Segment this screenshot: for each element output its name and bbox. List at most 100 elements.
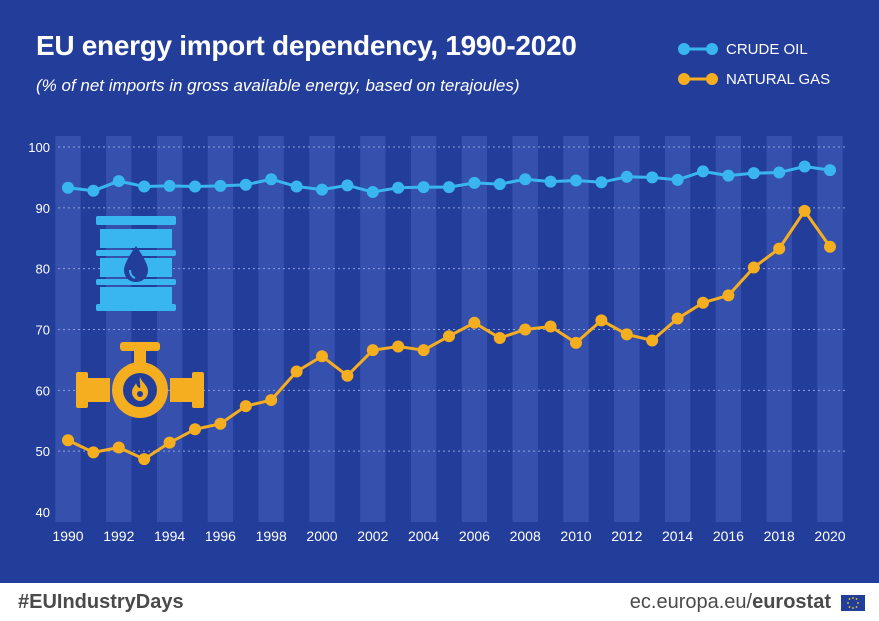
data-point-natural-gas <box>62 434 74 447</box>
data-point-natural-gas <box>519 323 532 336</box>
x-tick-label: 1998 <box>256 528 287 544</box>
legend-item-crude-oil: CRUDE OIL <box>678 34 830 64</box>
y-tick-label: 100 <box>28 140 50 155</box>
data-point-natural-gas <box>417 344 430 357</box>
data-point-natural-gas <box>671 312 684 325</box>
data-point-crude-oil <box>214 179 227 192</box>
data-point-crude-oil <box>544 175 557 188</box>
data-point-crude-oil <box>443 181 455 194</box>
data-point-natural-gas <box>722 289 735 302</box>
chart-title: EU energy import dependency, 1990-2020 <box>36 30 577 61</box>
x-tick-label: 1996 <box>205 528 236 544</box>
year-bands <box>55 136 843 522</box>
data-point-natural-gas <box>138 453 151 466</box>
data-point-natural-gas <box>265 394 278 407</box>
legend: CRUDE OIL NATURAL GAS <box>678 34 830 94</box>
data-point-crude-oil <box>595 176 608 189</box>
legend-marker-crude-oil <box>678 43 718 55</box>
data-point-crude-oil <box>392 181 405 194</box>
data-point-natural-gas <box>697 296 709 309</box>
data-point-crude-oil <box>747 167 760 180</box>
data-point-crude-oil <box>493 178 506 191</box>
data-point-crude-oil <box>341 179 354 192</box>
data-point-natural-gas <box>163 436 176 449</box>
data-point-crude-oil <box>138 180 151 193</box>
y-tick-label: 50 <box>36 444 50 459</box>
data-point-natural-gas <box>646 334 659 347</box>
data-point-natural-gas <box>443 330 455 343</box>
data-point-natural-gas <box>290 365 303 378</box>
x-tick-label: 2016 <box>713 528 744 544</box>
data-point-crude-oil <box>722 169 735 182</box>
data-point-natural-gas <box>468 316 481 329</box>
y-tick-label: 40 <box>36 505 50 520</box>
hashtag: #EUIndustryDays <box>18 591 184 613</box>
data-point-crude-oil <box>163 179 176 192</box>
data-point-natural-gas <box>544 320 557 333</box>
y-tick-label: 60 <box>36 383 50 398</box>
legend-item-natural-gas: NATURAL GAS <box>678 64 830 94</box>
legend-marker-natural-gas <box>678 73 718 85</box>
series-group <box>62 160 836 466</box>
data-point-crude-oil <box>112 175 125 188</box>
data-point-crude-oil <box>468 176 481 189</box>
gas-pipeline-icon <box>76 342 204 418</box>
data-point-crude-oil <box>519 173 532 186</box>
data-point-natural-gas <box>493 332 506 345</box>
data-point-natural-gas <box>316 350 328 363</box>
data-point-natural-gas <box>214 417 227 430</box>
data-point-crude-oil <box>798 160 811 173</box>
x-tick-label: 1992 <box>103 528 134 544</box>
data-point-crude-oil <box>62 181 74 194</box>
source-prefix: ec.europa.eu/ <box>629 591 753 613</box>
x-tick-label: 2004 <box>408 528 439 544</box>
data-point-crude-oil <box>417 181 430 194</box>
data-point-crude-oil <box>239 178 252 191</box>
data-point-natural-gas <box>595 314 608 327</box>
data-point-natural-gas <box>798 204 811 217</box>
footer: #EUIndustryDays ec.europa.eu/eurostat <box>0 583 879 621</box>
data-point-natural-gas <box>392 340 405 353</box>
eu-flag-icon <box>841 595 865 611</box>
x-tick-label: 2018 <box>764 528 795 544</box>
data-point-crude-oil <box>290 180 303 193</box>
data-point-natural-gas <box>189 423 201 436</box>
data-point-natural-gas <box>366 344 379 357</box>
data-point-crude-oil <box>366 186 379 199</box>
data-point-crude-oil <box>620 170 633 183</box>
data-point-natural-gas <box>747 261 760 274</box>
x-tick-label: 2012 <box>611 528 642 544</box>
data-point-natural-gas <box>112 441 125 454</box>
data-point-crude-oil <box>773 166 786 179</box>
data-point-natural-gas <box>239 400 252 413</box>
chart-subtitle: (% of net imports in gross available ene… <box>36 76 520 95</box>
data-point-crude-oil <box>189 180 201 193</box>
y-tick-label: 90 <box>36 201 50 216</box>
data-point-crude-oil <box>697 165 709 178</box>
x-tick-label: 2010 <box>560 528 591 544</box>
oil-barrel-icon <box>96 216 176 311</box>
line-chart: 40 50 60 70 80 90 100 1990 1992 1994 1996 1998 2000… <box>28 136 848 544</box>
x-tick-label: 2008 <box>510 528 541 544</box>
x-tick-label: 2006 <box>459 528 490 544</box>
data-point-crude-oil <box>671 173 684 186</box>
data-point-crude-oil <box>316 183 328 196</box>
data-point-crude-oil <box>87 184 100 197</box>
year-band <box>258 136 284 522</box>
data-point-crude-oil <box>265 173 278 186</box>
x-tick-label: 2014 <box>662 528 693 544</box>
data-point-crude-oil <box>570 174 582 187</box>
x-tick-label: 2020 <box>814 528 845 544</box>
source-link[interactable]: ec.europa.eu/eurostat <box>630 591 831 614</box>
x-tick-label: 1990 <box>52 528 83 544</box>
data-point-natural-gas <box>341 369 354 382</box>
legend-label-crude-oil: CRUDE OIL <box>726 40 808 58</box>
source-brand: eurostat <box>752 591 831 613</box>
y-tick-label: 70 <box>36 323 50 338</box>
x-axis-labels: 1990 1992 1994 1996 1998 2000 2002 2004 2006 2008… <box>52 528 845 544</box>
data-point-natural-gas <box>620 328 633 341</box>
data-point-natural-gas <box>87 446 100 459</box>
y-tick-label: 80 <box>36 262 50 277</box>
data-point-crude-oil <box>646 171 659 184</box>
data-point-natural-gas <box>570 336 582 349</box>
